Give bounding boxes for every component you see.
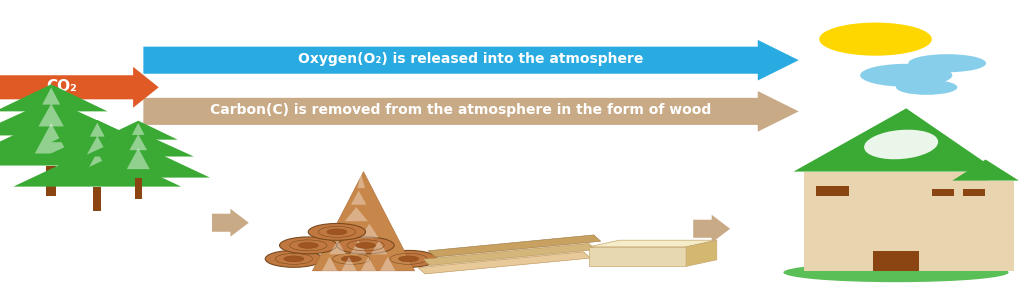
- Polygon shape: [952, 160, 1019, 181]
- Polygon shape: [98, 121, 178, 140]
- Polygon shape: [132, 123, 144, 135]
- Polygon shape: [42, 88, 60, 104]
- Polygon shape: [0, 99, 131, 135]
- Polygon shape: [39, 104, 63, 126]
- FancyBboxPatch shape: [816, 186, 849, 196]
- Text: Carbon(C) is removed from the atmosphere in the form of wood: Carbon(C) is removed from the atmosphere…: [210, 104, 712, 117]
- Ellipse shape: [337, 237, 394, 254]
- Ellipse shape: [380, 250, 437, 267]
- Polygon shape: [0, 117, 154, 166]
- Polygon shape: [418, 252, 591, 274]
- Polygon shape: [423, 244, 596, 265]
- Polygon shape: [143, 91, 799, 132]
- Polygon shape: [337, 224, 355, 238]
- Polygon shape: [83, 131, 194, 157]
- Polygon shape: [589, 240, 717, 247]
- Polygon shape: [360, 257, 376, 271]
- Polygon shape: [350, 240, 367, 254]
- FancyBboxPatch shape: [932, 189, 954, 196]
- Polygon shape: [330, 240, 346, 254]
- Bar: [93, 187, 101, 211]
- Ellipse shape: [864, 130, 938, 159]
- Polygon shape: [13, 147, 181, 187]
- Ellipse shape: [323, 250, 380, 267]
- Polygon shape: [351, 191, 367, 205]
- Polygon shape: [360, 224, 379, 238]
- Ellipse shape: [908, 54, 986, 72]
- Ellipse shape: [355, 242, 376, 248]
- Polygon shape: [686, 240, 717, 266]
- Polygon shape: [322, 257, 338, 271]
- Ellipse shape: [308, 223, 366, 240]
- Ellipse shape: [860, 64, 952, 87]
- Polygon shape: [84, 152, 111, 177]
- Polygon shape: [129, 134, 147, 150]
- Ellipse shape: [398, 256, 419, 262]
- FancyBboxPatch shape: [963, 189, 985, 196]
- Polygon shape: [35, 123, 68, 154]
- Polygon shape: [0, 67, 159, 108]
- Polygon shape: [143, 40, 799, 80]
- Ellipse shape: [327, 229, 347, 235]
- Polygon shape: [90, 123, 104, 137]
- Polygon shape: [312, 172, 415, 271]
- FancyBboxPatch shape: [589, 247, 686, 266]
- Ellipse shape: [341, 256, 361, 262]
- Polygon shape: [345, 207, 368, 221]
- Bar: [135, 178, 141, 199]
- Polygon shape: [357, 174, 365, 188]
- Polygon shape: [127, 148, 150, 169]
- Polygon shape: [341, 257, 356, 271]
- Text: CO₂: CO₂: [46, 79, 77, 94]
- Circle shape: [819, 23, 932, 56]
- Polygon shape: [87, 136, 108, 154]
- Polygon shape: [794, 108, 998, 172]
- FancyBboxPatch shape: [957, 181, 1014, 271]
- Ellipse shape: [783, 262, 1009, 282]
- Ellipse shape: [298, 242, 318, 248]
- Polygon shape: [428, 235, 601, 257]
- Ellipse shape: [280, 237, 337, 254]
- FancyBboxPatch shape: [873, 251, 919, 271]
- Polygon shape: [32, 132, 163, 162]
- Polygon shape: [51, 120, 143, 142]
- Ellipse shape: [265, 250, 323, 267]
- Polygon shape: [380, 257, 395, 271]
- Text: Oxygen(O₂) is released into the atmosphere: Oxygen(O₂) is released into the atmosphe…: [298, 52, 644, 66]
- Polygon shape: [0, 84, 108, 111]
- Polygon shape: [371, 240, 387, 254]
- Polygon shape: [67, 144, 210, 178]
- FancyBboxPatch shape: [804, 172, 988, 271]
- Polygon shape: [212, 209, 249, 237]
- Ellipse shape: [896, 80, 957, 95]
- Polygon shape: [693, 215, 730, 243]
- Ellipse shape: [284, 256, 304, 262]
- Bar: [46, 166, 56, 196]
